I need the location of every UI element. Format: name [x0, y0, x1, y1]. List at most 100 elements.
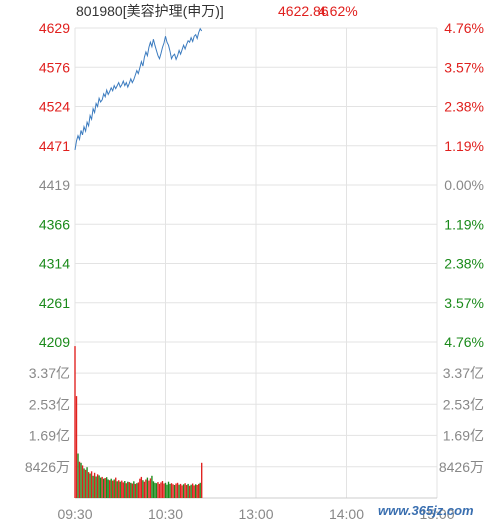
volume-bar — [182, 484, 185, 498]
volume-bar — [136, 483, 138, 498]
volume-bar — [167, 481, 170, 498]
volume-bar — [133, 481, 135, 498]
volume-bar — [115, 477, 117, 498]
volume-bar — [113, 479, 115, 498]
volume-bar — [122, 482, 124, 498]
volume-bar — [78, 461, 81, 498]
volume-bar — [92, 475, 94, 498]
percent-tick-label: 3.57% — [444, 295, 484, 311]
price-tick-label: 4314 — [39, 256, 70, 272]
price-tick-label: 4419 — [39, 177, 70, 193]
volume-bar — [112, 480, 114, 498]
percent-tick-label: 0.00% — [444, 177, 484, 193]
change-percent: 4.62% — [318, 3, 358, 19]
time-tick-label: 10:30 — [148, 506, 183, 522]
volume-bar — [102, 478, 105, 498]
volume-bar — [104, 478, 106, 498]
percent-tick-label: 2.38% — [444, 99, 484, 115]
price-tick-label: 4629 — [39, 20, 70, 36]
volume-bar — [163, 483, 165, 498]
volume-bar — [95, 476, 97, 498]
volume-bar — [98, 475, 100, 498]
volume-bar — [89, 473, 91, 498]
volume-tick-label: 3.37亿 — [443, 365, 484, 381]
volume-tick-label: 1.69亿 — [443, 427, 484, 443]
volume-bar — [201, 462, 203, 498]
volume-bar — [84, 469, 87, 498]
volume-bar — [160, 482, 162, 498]
volume-axis-left: 3.37亿 2.53亿 1.69亿 8426万 — [25, 365, 70, 475]
time-axis: 09:30 10:30 13:00 14:00 15:00 — [57, 506, 454, 522]
volume-bar — [179, 483, 182, 498]
volume-bar — [173, 485, 176, 498]
volume-bar — [157, 482, 159, 498]
volume-bar — [143, 481, 146, 498]
volume-bar — [152, 481, 155, 498]
volume-bar — [86, 467, 88, 498]
volume-bar — [101, 476, 103, 498]
volume-tick-label: 2.53亿 — [443, 396, 484, 412]
volume-bar — [176, 482, 179, 498]
volume-bar — [125, 483, 127, 498]
percent-tick-label: 2.38% — [444, 256, 484, 272]
volume-bar — [128, 482, 130, 498]
volume-bar — [140, 476, 143, 498]
time-tick-label: 15:00 — [419, 506, 454, 522]
time-tick-label: 13:00 — [238, 506, 273, 522]
chart-header: 801980[美容护理(申万)] 4622.86 4.62% — [76, 3, 358, 19]
volume-bar — [191, 483, 194, 498]
volume-bar — [178, 484, 180, 498]
volume-bar — [139, 478, 141, 498]
percent-tick-label: 1.19% — [444, 216, 484, 232]
volume-bar — [184, 483, 186, 498]
index-code-name: 801980[美容护理(申万)] — [76, 3, 224, 19]
watermark: www.365jz.com — [378, 503, 474, 518]
price-tick-label: 4366 — [39, 216, 70, 232]
volume-bar — [151, 475, 153, 498]
volume-bar — [181, 485, 183, 498]
volume-bar — [106, 477, 108, 498]
volume-bar — [172, 484, 174, 498]
volume-bar — [198, 483, 200, 498]
volume-bar — [127, 481, 129, 498]
volume-bar — [77, 453, 79, 498]
volume-bar — [199, 482, 201, 498]
volume-bar — [142, 480, 144, 498]
volume-bar — [131, 483, 133, 498]
volume-bar — [145, 479, 147, 498]
volume-bar — [175, 483, 177, 498]
volume-bar — [164, 482, 167, 498]
percent-tick-label: 3.57% — [444, 59, 484, 75]
volume-bar — [169, 483, 171, 498]
time-tick-label: 09:30 — [57, 506, 92, 522]
percent-tick-label: 1.19% — [444, 138, 484, 154]
price-plot — [74, 27, 203, 150]
price-tick-label: 4261 — [39, 295, 70, 311]
volume-bar — [110, 478, 112, 498]
volume-bar — [81, 465, 84, 498]
volume-bar — [80, 462, 82, 498]
volume-bar — [121, 480, 123, 498]
volume-bar — [188, 485, 191, 498]
volume-tick-label: 3.37亿 — [29, 365, 70, 381]
volume-bar — [134, 483, 137, 498]
volume-plot — [74, 346, 203, 498]
volume-bar — [155, 483, 158, 498]
volume-bar — [96, 474, 99, 498]
volume-bar — [119, 481, 121, 498]
volume-bar — [196, 485, 198, 498]
volume-bar — [146, 477, 149, 498]
price-tick-label: 4576 — [39, 59, 70, 75]
volume-bar — [185, 485, 188, 498]
percent-tick-label: 4.76% — [444, 334, 484, 350]
volume-bar — [194, 484, 197, 498]
volume-bar — [166, 484, 168, 498]
last-price: 4622.86 — [278, 3, 329, 19]
price-axis-right: 4.76% 3.57% 2.38% 1.19% 0.00% 1.19% 2.38% 3.57%… — [444, 20, 484, 350]
volume-bar — [130, 482, 132, 498]
volume-bar — [99, 477, 102, 498]
volume-bar — [118, 480, 120, 498]
volume-bar — [83, 468, 85, 498]
volume-tick-label: 1.69亿 — [29, 427, 70, 443]
